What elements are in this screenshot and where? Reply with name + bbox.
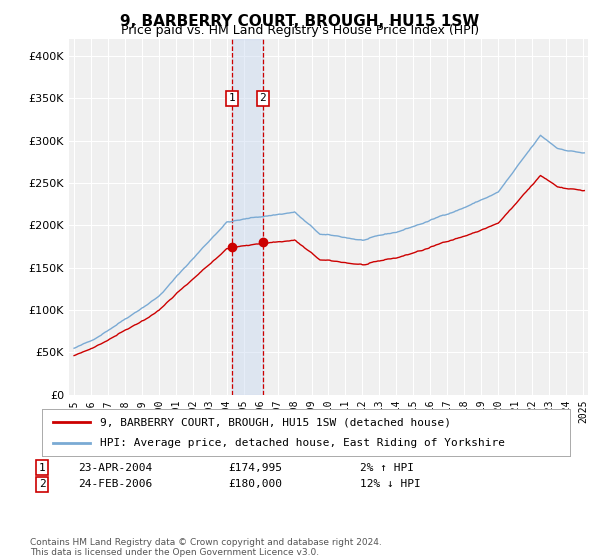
Text: 24-FEB-2006: 24-FEB-2006: [78, 479, 152, 489]
Text: 1: 1: [38, 463, 46, 473]
Text: 12% ↓ HPI: 12% ↓ HPI: [360, 479, 421, 489]
Text: 23-APR-2004: 23-APR-2004: [78, 463, 152, 473]
Text: 2: 2: [38, 479, 46, 489]
Text: 1: 1: [228, 94, 235, 104]
Text: £174,995: £174,995: [228, 463, 282, 473]
Text: Contains HM Land Registry data © Crown copyright and database right 2024.
This d: Contains HM Land Registry data © Crown c…: [30, 538, 382, 557]
Text: Price paid vs. HM Land Registry's House Price Index (HPI): Price paid vs. HM Land Registry's House …: [121, 24, 479, 37]
Bar: [232, 39, 263, 395]
Text: 9, BARBERRY COURT, BROUGH, HU15 1SW (detached house): 9, BARBERRY COURT, BROUGH, HU15 1SW (det…: [100, 417, 451, 427]
Text: HPI: Average price, detached house, East Riding of Yorkshire: HPI: Average price, detached house, East…: [100, 438, 505, 448]
Text: 2% ↑ HPI: 2% ↑ HPI: [360, 463, 414, 473]
Text: £180,000: £180,000: [228, 479, 282, 489]
Text: 9, BARBERRY COURT, BROUGH, HU15 1SW: 9, BARBERRY COURT, BROUGH, HU15 1SW: [121, 14, 479, 29]
Text: 2: 2: [259, 94, 266, 104]
